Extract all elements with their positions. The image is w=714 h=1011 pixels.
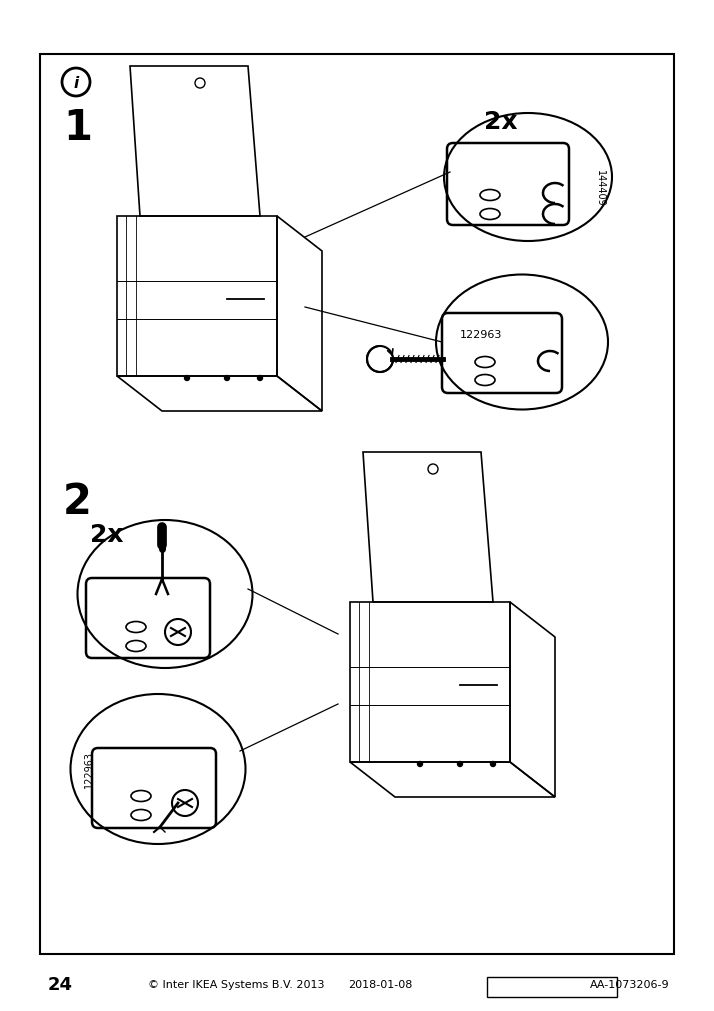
Circle shape [224,376,229,381]
Text: 144409: 144409 [595,170,605,206]
Circle shape [62,69,90,97]
Text: 2018-01-08: 2018-01-08 [348,979,413,989]
Circle shape [418,761,423,766]
Text: 1: 1 [63,107,92,149]
Text: 122963: 122963 [460,330,503,340]
Circle shape [491,761,496,766]
Circle shape [184,376,189,381]
Text: 122963: 122963 [84,751,94,788]
Circle shape [458,761,463,766]
Text: 24: 24 [48,975,73,993]
Circle shape [258,376,263,381]
Bar [40,55,674,954]
Text: i: i [74,76,79,90]
Text: 2x: 2x [484,110,518,133]
Text: 2: 2 [63,480,92,523]
Text: © Inter IKEA Systems B.V. 2013: © Inter IKEA Systems B.V. 2013 [148,979,324,989]
Bar [487,977,617,997]
Text: AA-1073206-9: AA-1073206-9 [590,979,670,989]
Text: 2x: 2x [90,523,124,547]
